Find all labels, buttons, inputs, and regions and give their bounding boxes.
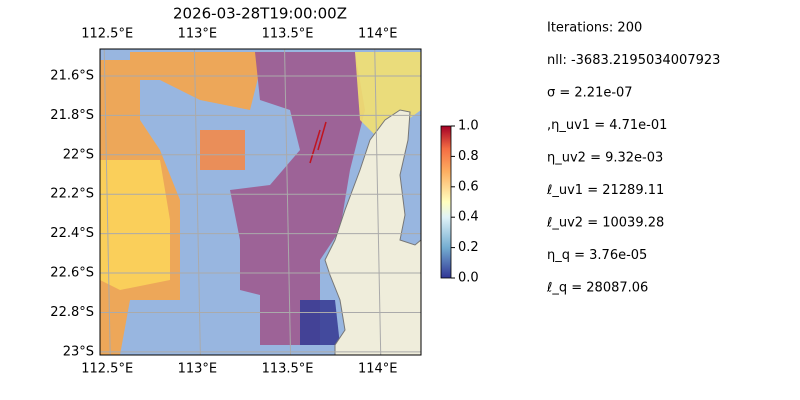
map-frame [99, 48, 422, 356]
lon-label-top: 112.5°E [81, 27, 133, 42]
colorbar [440, 125, 452, 279]
annotation: σ = 2.21e-07 [547, 86, 633, 101]
colorbar-tick-label: 1.0 [458, 119, 479, 134]
map-area [100, 49, 421, 355]
lat-label: 22.6°S [50, 266, 94, 281]
annotation: ,η_uv1 = 4.71e-01 [547, 118, 667, 133]
grid-line [284, 49, 292, 355]
colorbar-tick-label: 0.4 [458, 210, 479, 225]
vector-arrow [317, 121, 327, 151]
grid-line [374, 49, 382, 355]
lat-label: 22.4°S [50, 226, 94, 241]
lon-label-bottom: 114°E [358, 362, 398, 377]
grid [100, 49, 421, 355]
lon-label-top: 114°E [358, 27, 398, 42]
colorbar-tick-label: 0.2 [458, 240, 479, 255]
colorbar-tick-label: 0.8 [458, 149, 479, 164]
lon-label-bottom: 112.5°E [81, 362, 133, 377]
lat-label: 23°S [63, 344, 94, 359]
lon-label-bottom: 113.5°E [262, 362, 314, 377]
heat-patch [200, 130, 245, 170]
lat-label: 21.8°S [50, 108, 94, 123]
annotation: η_q = 3.76e-05 [547, 248, 647, 263]
grid-line [103, 49, 111, 355]
grid-line [193, 49, 201, 355]
land [324, 109, 421, 355]
annotation: ℓ_uv2 = 10039.28 [546, 216, 664, 231]
lon-label-top: 113.5°E [262, 27, 314, 42]
lat-label: 21.6°S [50, 68, 94, 83]
annotation: η_uv2 = 9.32e-03 [547, 151, 663, 166]
colorbar-tick-label: 0.6 [458, 179, 479, 194]
annotation: ℓ_q = 28087.06 [546, 281, 648, 296]
annotation: nll: -3683.2195034007923 [547, 53, 720, 68]
colorbar-tick-label: 0.0 [458, 271, 479, 286]
annotation: ℓ_uv1 = 21289.11 [546, 183, 664, 198]
lon-label-top: 113°E [178, 27, 218, 42]
map-title: 2026-03-28T19:00:00Z [173, 5, 347, 23]
heat-patch [230, 52, 365, 345]
lon-label-bottom: 113°E [178, 362, 218, 377]
annotation: Iterations: 200 [547, 21, 642, 36]
heat-patch [300, 300, 340, 345]
vector-arrow [309, 129, 321, 164]
lat-label: 22°S [63, 147, 94, 162]
lat-label: 22.8°S [50, 305, 94, 320]
lat-label: 22.2°S [50, 187, 94, 202]
heat-patch [100, 160, 170, 290]
